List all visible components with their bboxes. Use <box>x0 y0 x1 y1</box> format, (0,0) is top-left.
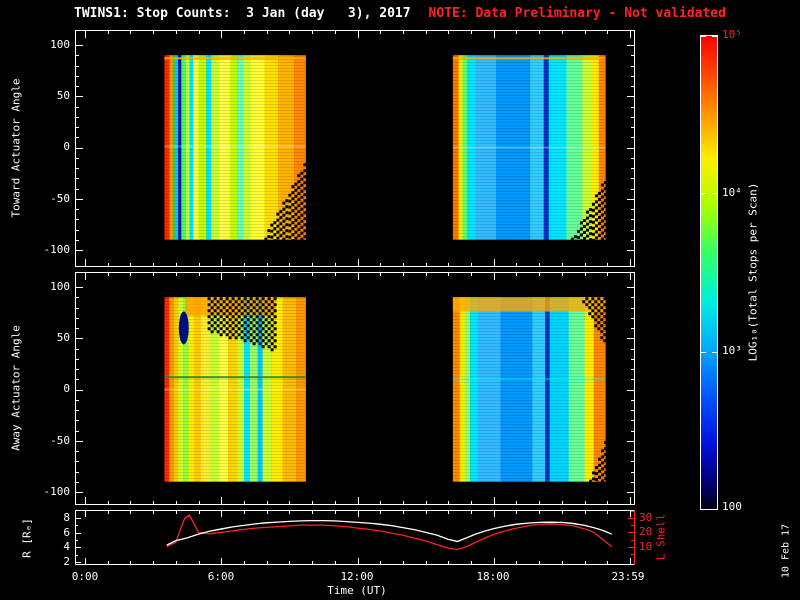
xtick-2359: 23:59 <box>611 570 645 583</box>
toward-ytick-n100: -100 <box>43 243 71 256</box>
colorbar-tick-1e5: 10⁵ <box>722 28 742 41</box>
lshell-tick-10: 10 <box>639 540 653 553</box>
away-axis-label: Away Actuator Angle <box>9 325 23 451</box>
away-spectrogram-canvas <box>75 272 635 505</box>
lshell-tick-30: 30 <box>639 511 653 524</box>
away-ytick-n100: -100 <box>43 485 71 498</box>
toward-ytick-0: 0 <box>63 140 70 153</box>
colorbar-tick-100: 100 <box>722 500 742 513</box>
away-ytick-100: 100 <box>50 280 70 293</box>
r-lshell-line-canvas <box>75 510 635 565</box>
plot-title-row: TWINS1: Stop Counts: 3 Jan (day 3), 2017… <box>74 6 726 21</box>
plot-note: NOTE: Data Preliminary - Not validated <box>428 6 726 21</box>
date-stamp: 10 Feb 17 <box>780 523 792 579</box>
r-tick-6: 6 <box>63 526 70 539</box>
l-shell-axis-label: L Shell <box>654 513 668 561</box>
colorbar-axis-label: LOG₁₀(Total Stops per Scan) <box>746 182 760 362</box>
toward-ytick-100: 100 <box>50 38 70 51</box>
lshell-tick-20: 20 <box>639 525 653 538</box>
colorbar-tick-1e4: 10⁴ <box>722 186 742 199</box>
colorbar-tick-1e3: 10³ <box>722 344 742 357</box>
xtick-0000: 0:00 <box>71 570 99 583</box>
away-ytick-0: 0 <box>63 382 70 395</box>
r-tick-8: 8 <box>63 511 70 524</box>
toward-ytick-n50: -50 <box>50 192 70 205</box>
xtick-1200: 12:00 <box>340 570 374 583</box>
r-tick-4: 4 <box>63 540 70 553</box>
toward-spectrogram-canvas <box>75 30 635 267</box>
plot-title: TWINS1: Stop Counts: 3 Jan (day 3), 2017 <box>74 6 411 21</box>
xtick-1800: 18:00 <box>476 570 510 583</box>
away-ytick-n50: -50 <box>50 434 70 447</box>
away-ytick-50: 50 <box>56 331 70 344</box>
xtick-0600: 6:00 <box>207 570 235 583</box>
r-tick-2: 2 <box>63 555 70 568</box>
x-axis-label: Time (UT) <box>327 584 387 597</box>
r-axis-label: R [Rₑ] <box>20 518 34 558</box>
colorbar-canvas <box>700 35 718 510</box>
toward-axis-label: Toward Actuator Angle <box>9 78 23 218</box>
toward-ytick-50: 50 <box>56 89 70 102</box>
